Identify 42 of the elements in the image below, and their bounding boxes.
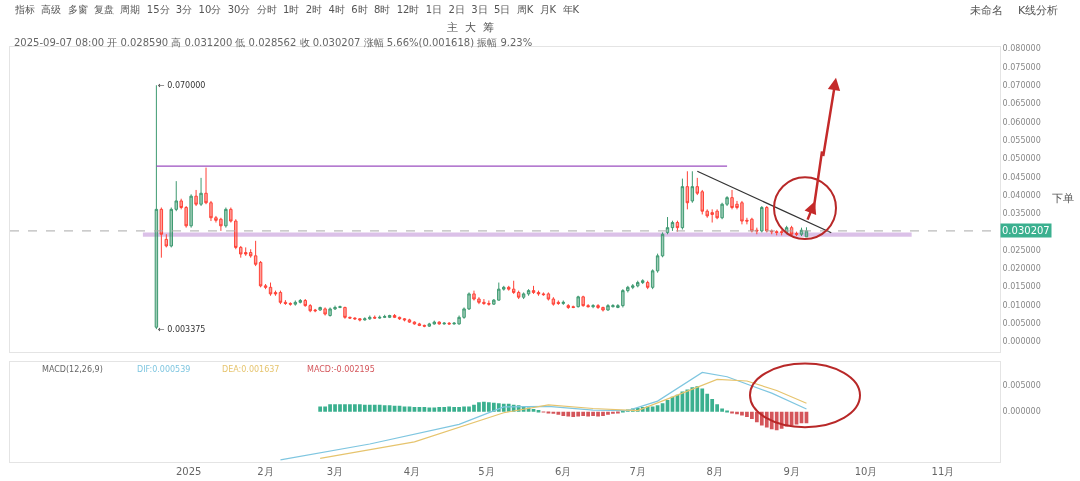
y-tick-label: 0.060000 <box>1002 117 1041 127</box>
text: 主 大 筹 <box>447 21 494 34</box>
y-tick-label: 0.050000 <box>1002 154 1041 164</box>
x-tick-label: 9月 <box>783 466 800 477</box>
x-tick-label: 5月 <box>478 466 495 477</box>
y-tick-label: 0.005000 <box>1002 381 1041 391</box>
text: K线分析 <box>1018 4 1059 17</box>
annotation: ← 0.070000 <box>158 81 206 90</box>
annotation: DEA:0.001637 <box>222 365 280 374</box>
y-tick-label: 0.045000 <box>1002 172 1041 182</box>
y-tick-label: 0.070000 <box>1002 81 1041 91</box>
y-tick-label: 0.035000 <box>1002 209 1041 219</box>
y-tick-label: 0.000000 <box>1002 337 1041 347</box>
x-tick-label: 8月 <box>706 466 723 477</box>
text: 未命名 <box>970 4 1003 17</box>
x-tick-label: 10月 <box>854 466 878 477</box>
y-tick-label: 0.040000 <box>1002 190 1041 200</box>
y-tick-label: 0.025000 <box>1002 245 1041 255</box>
annotation: DIF:0.000539 <box>137 365 191 374</box>
ref-line-label: 0.030207 <box>1002 225 1050 236</box>
text: 指标 高级 多窗 复盘 周期 15分 3分 10分 30分 分时 1时 2时 4时 6时 8时 12时 1日 2日 3日 5日 周K 月K 年K <box>14 4 580 15</box>
x-tick-label: 4月 <box>403 466 421 477</box>
chart-subtitle: 2025-09-07 08:00 开 0.028590 高 0.031200 低 0.028562 收 0.030207 涨幅 5.66%(0.001618) 振幅 9.23% <box>14 37 533 48</box>
x-tick-label: 2月 <box>257 466 274 477</box>
annotation: MACD:-0.002195 <box>307 365 375 374</box>
y-tick-label: 0.005000 <box>1002 319 1041 328</box>
y-tick-label: 0.000000 <box>1002 407 1041 417</box>
annotation: MACD(12,26,9) <box>42 365 103 374</box>
y-tick-label: 0.055000 <box>1002 135 1041 145</box>
y-tick-label: 0.080000 <box>1002 44 1041 54</box>
annotation: ← 0.003375 <box>158 325 206 334</box>
x-tick-label: 11月 <box>931 466 955 477</box>
y-tick-label: 0.075000 <box>1002 62 1041 72</box>
x-tick-label: 7月 <box>629 466 646 477</box>
x-tick-label: 6月 <box>555 466 572 477</box>
y-tick-label: 0.010000 <box>1002 300 1041 310</box>
y-tick-label: 0.015000 <box>1002 282 1041 292</box>
y-tick-label: 0.020000 <box>1002 264 1041 274</box>
x-tick-label: 2025 <box>175 466 202 477</box>
x-tick-label: 3月 <box>326 466 344 477</box>
y-tick-label: 0.065000 <box>1002 99 1041 109</box>
text: 下单 <box>1052 192 1074 205</box>
